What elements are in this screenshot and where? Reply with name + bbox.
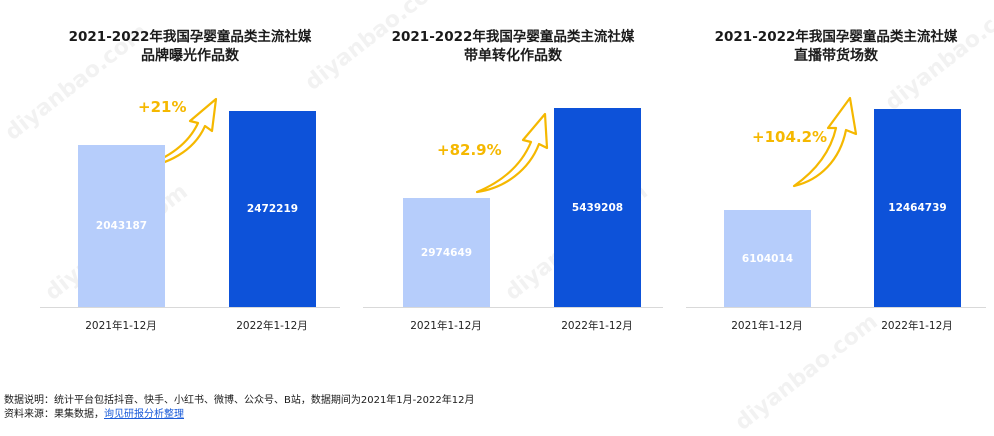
chart-subtitle: 品牌曝光作品数	[141, 48, 239, 64]
bar-2021: 6104014	[724, 210, 811, 307]
chart-title: 2021-2022年我国孕婴童品类主流社媒 直播带货场数	[686, 28, 986, 66]
chart-title: 2021-2022年我国孕婴童品类主流社媒 品牌曝光作品数	[40, 28, 340, 66]
chart-panel-live-streams: 2021-2022年我国孕婴童品类主流社媒 直播带货场数 +104.2% 610…	[686, 0, 986, 345]
source-note: 资料来源：果集数据，询见研报分析整理	[4, 408, 474, 422]
chart-title-line1: 2021-2022年我国孕婴童品类主流社媒	[714, 29, 958, 45]
bar-value-label: 2472219	[246, 203, 299, 215]
bar-2021: 2974649	[403, 198, 490, 307]
category-label: 2021年1-12月	[410, 320, 482, 332]
bar-value-label: 12464739	[888, 202, 947, 214]
bar-value-label: 2043187	[95, 220, 148, 232]
bar-value-label: 5439208	[571, 201, 624, 214]
category-label: 2021年1-12月	[85, 320, 157, 332]
chart-panel-brand-exposure: 2021-2022年我国孕婴童品类主流社媒 品牌曝光作品数 +21% 20431…	[40, 0, 340, 345]
chart-title-line1: 2021-2022年我国孕婴童品类主流社媒	[391, 29, 635, 45]
source-link[interactable]: 询见研报分析整理	[104, 409, 184, 420]
source-prefix: 资料来源：果集数据，	[4, 409, 104, 420]
chart-panel-conversion: 2021-2022年我国孕婴童品类主流社媒 带单转化作品数 +82.9% 297…	[363, 0, 663, 345]
data-note: 数据说明：统计平台包括抖音、快手、小红书、微博、公众号、B站，数据期间为2021…	[4, 395, 475, 406]
bar-2021: 2043187	[78, 145, 165, 307]
chart-title: 2021-2022年我国孕婴童品类主流社媒 带单转化作品数	[363, 28, 663, 66]
bar-value-label: 6104014	[741, 252, 794, 265]
chart-subtitle: 直播带货场数	[794, 48, 878, 64]
growth-label: +104.2%	[752, 128, 828, 146]
bar-2022: 5439208	[554, 108, 641, 307]
growth-label: +21%	[138, 98, 187, 116]
growth-arrow-icon	[475, 112, 549, 194]
category-label: 2022年1-12月	[236, 320, 308, 332]
bar-2022: 2472219	[229, 111, 316, 307]
baseline	[40, 307, 340, 308]
baseline	[363, 307, 663, 308]
chart-title-line1: 2021-2022年我国孕婴童品类主流社媒	[68, 29, 312, 45]
category-label: 2021年1-12月	[731, 320, 803, 332]
growth-arrow-icon	[792, 96, 858, 188]
bar-2022: 12464739	[874, 109, 961, 307]
footnotes: 数据说明：统计平台包括抖音、快手、小红书、微博、公众号、B站，数据期间为2021…	[4, 394, 474, 422]
bar-value-label: 2974649	[420, 246, 473, 259]
baseline	[686, 307, 986, 308]
growth-label: +82.9%	[437, 141, 502, 159]
category-label: 2022年1-12月	[881, 320, 953, 332]
chart-subtitle: 带单转化作品数	[464, 48, 562, 64]
category-label: 2022年1-12月	[561, 320, 633, 332]
